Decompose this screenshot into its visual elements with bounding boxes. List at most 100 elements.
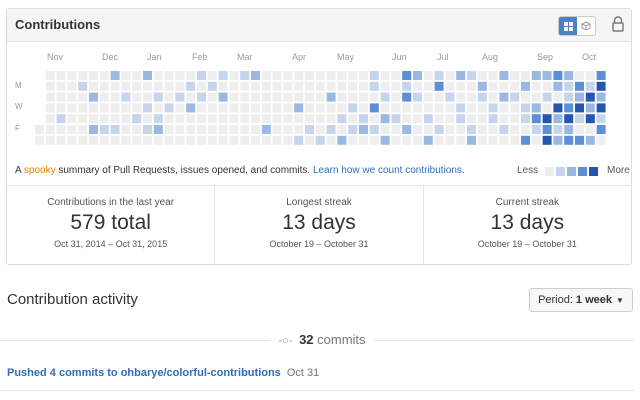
contribution-day-cell[interactable]: [294, 92, 304, 102]
contribution-day-cell[interactable]: [488, 71, 498, 80]
contribution-day-cell[interactable]: [283, 135, 293, 145]
contribution-day-cell[interactable]: [121, 135, 131, 145]
contribution-day-cell[interactable]: [521, 135, 530, 145]
contribution-day-cell[interactable]: [251, 114, 260, 124]
contribution-day-cell[interactable]: [67, 71, 77, 80]
contribution-day-cell[interactable]: [467, 103, 476, 113]
contribution-day-cell[interactable]: [337, 81, 347, 91]
contribution-day-cell[interactable]: [553, 125, 563, 134]
contribution-day-cell[interactable]: [283, 92, 293, 102]
contribution-day-cell[interactable]: [477, 81, 487, 91]
contribution-day-cell[interactable]: [207, 103, 217, 113]
contribution-day-cell[interactable]: [143, 135, 152, 145]
contribution-day-cell[interactable]: [153, 114, 163, 124]
contribution-day-cell[interactable]: [305, 114, 314, 124]
contribution-day-cell[interactable]: [283, 71, 293, 80]
period-select-button[interactable]: Period: 1 week ▼: [529, 288, 633, 312]
contribution-day-cell[interactable]: [229, 92, 239, 102]
contribution-day-cell[interactable]: [89, 135, 98, 145]
contribution-day-cell[interactable]: [337, 92, 347, 102]
contribution-day-cell[interactable]: [402, 135, 412, 145]
contribution-day-cell[interactable]: [283, 114, 293, 124]
contribution-day-cell[interactable]: [380, 71, 390, 80]
contribution-day-cell[interactable]: [456, 125, 466, 134]
contribution-day-cell[interactable]: [510, 81, 520, 91]
contribution-day-cell[interactable]: [521, 114, 530, 124]
contribution-day-cell[interactable]: [488, 81, 498, 91]
contribution-day-cell[interactable]: [164, 92, 174, 102]
contribution-day-cell[interactable]: [207, 114, 217, 124]
contribution-day-cell[interactable]: [186, 125, 196, 134]
contribution-day-cell[interactable]: [467, 71, 476, 80]
contribution-day-cell[interactable]: [132, 114, 142, 124]
contribution-day-cell[interactable]: [99, 103, 109, 113]
contribution-day-cell[interactable]: [164, 71, 174, 80]
contribution-day-cell[interactable]: [164, 103, 174, 113]
contribution-day-cell[interactable]: [326, 114, 336, 124]
contribution-day-cell[interactable]: [553, 103, 563, 113]
contribution-day-cell[interactable]: [380, 125, 390, 134]
contribution-day-cell[interactable]: [423, 71, 433, 80]
contribution-day-cell[interactable]: [542, 71, 552, 80]
contribution-day-cell[interactable]: [477, 71, 487, 80]
contribution-day-cell[interactable]: [402, 114, 412, 124]
contribution-day-cell[interactable]: [305, 103, 314, 113]
contribution-day-cell[interactable]: [391, 81, 401, 91]
contribution-day-cell[interactable]: [413, 92, 422, 102]
contribution-day-cell[interactable]: [218, 71, 228, 80]
contribution-day-cell[interactable]: [67, 125, 77, 134]
contribution-day-cell[interactable]: [467, 92, 476, 102]
contribution-day-cell[interactable]: [67, 114, 77, 124]
contribution-day-cell[interactable]: [294, 114, 304, 124]
contribution-day-cell[interactable]: [78, 125, 88, 134]
contribution-day-cell[interactable]: [153, 103, 163, 113]
contribution-day-cell[interactable]: [423, 81, 433, 91]
contribution-day-cell[interactable]: [272, 125, 282, 134]
contribution-day-cell[interactable]: [337, 103, 347, 113]
contribution-day-cell[interactable]: [45, 71, 55, 80]
contribution-day-cell[interactable]: [542, 81, 552, 91]
contribution-day-cell[interactable]: [78, 71, 88, 80]
contribution-day-cell[interactable]: [488, 92, 498, 102]
contribution-day-cell[interactable]: [143, 92, 152, 102]
contribution-day-cell[interactable]: [261, 81, 271, 91]
contribution-day-cell[interactable]: [456, 135, 466, 145]
contribution-day-cell[interactable]: [402, 103, 412, 113]
contribution-day-cell[interactable]: [369, 81, 379, 91]
contribution-day-cell[interactable]: [380, 114, 390, 124]
contribution-day-cell[interactable]: [143, 125, 152, 134]
contribution-day-cell[interactable]: [348, 103, 358, 113]
contribution-day-cell[interactable]: [488, 135, 498, 145]
learn-contributions-link[interactable]: Learn how we count contributions: [312, 165, 462, 176]
contribution-day-cell[interactable]: [348, 125, 358, 134]
contribution-day-cell[interactable]: [596, 103, 606, 113]
contribution-day-cell[interactable]: [499, 103, 509, 113]
contribution-day-cell[interactable]: [564, 103, 574, 113]
contribution-day-cell[interactable]: [531, 92, 541, 102]
contribution-day-cell[interactable]: [197, 103, 206, 113]
contribution-day-cell[interactable]: [521, 125, 530, 134]
contribution-day-cell[interactable]: [272, 81, 282, 91]
contribution-day-cell[interactable]: [218, 125, 228, 134]
contribution-day-cell[interactable]: [207, 125, 217, 134]
contribution-day-cell[interactable]: [186, 103, 196, 113]
contribution-day-cell[interactable]: [477, 135, 487, 145]
contribution-day-cell[interactable]: [45, 92, 55, 102]
contribution-day-cell[interactable]: [89, 103, 98, 113]
contribution-day-cell[interactable]: [283, 103, 293, 113]
contribution-day-cell[interactable]: [143, 71, 152, 80]
contribution-day-cell[interactable]: [251, 125, 260, 134]
contribution-day-cell[interactable]: [305, 125, 314, 134]
contribution-day-cell[interactable]: [585, 71, 595, 80]
contribution-day-cell[interactable]: [315, 125, 325, 134]
contribution-day-cell[interactable]: [542, 114, 552, 124]
contribution-day-cell[interactable]: [197, 71, 206, 80]
contribution-day-cell[interactable]: [110, 114, 120, 124]
contribution-day-cell[interactable]: [294, 135, 304, 145]
contribution-day-cell[interactable]: [99, 92, 109, 102]
contribution-day-cell[interactable]: [369, 103, 379, 113]
contribution-day-cell[interactable]: [261, 92, 271, 102]
contribution-day-cell[interactable]: [251, 103, 260, 113]
contribution-day-cell[interactable]: [585, 92, 595, 102]
contribution-day-cell[interactable]: [143, 103, 152, 113]
